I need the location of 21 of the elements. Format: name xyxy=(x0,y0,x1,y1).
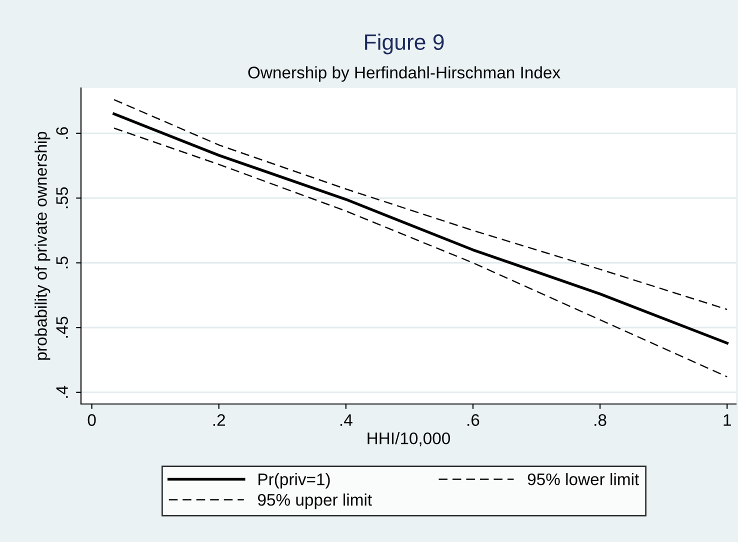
y-tick-label: .5 xyxy=(56,256,68,268)
line-series xyxy=(113,99,728,310)
y-tick-label: .55 xyxy=(56,187,68,208)
line-series xyxy=(113,128,728,378)
legend-label: 95% lower limit xyxy=(528,473,640,486)
x-axis-title: HHI/10,000 xyxy=(368,432,450,446)
x-tick-label: .2 xyxy=(213,414,225,426)
x-tick-label: 1 xyxy=(724,414,731,426)
line-series xyxy=(112,112,728,345)
y-axis-title: probability of private ownership xyxy=(34,132,50,360)
x-tick-label: .6 xyxy=(468,414,480,426)
chart-title: Figure 9 xyxy=(365,34,444,54)
x-tick-label: .4 xyxy=(340,414,352,426)
legend-label: 95% upper limit xyxy=(258,494,372,510)
y-tick-label: .6 xyxy=(56,127,68,139)
x-tick-label: 0 xyxy=(88,414,96,426)
x-tick-label: .8 xyxy=(594,414,606,426)
y-tick-label: .4 xyxy=(56,386,68,398)
chart-subtitle: Ownership by Herfindahl-Hirschman Index xyxy=(248,66,560,82)
legend-label: Pr(priv=1) xyxy=(258,473,330,489)
y-tick-label: .45 xyxy=(56,316,68,338)
